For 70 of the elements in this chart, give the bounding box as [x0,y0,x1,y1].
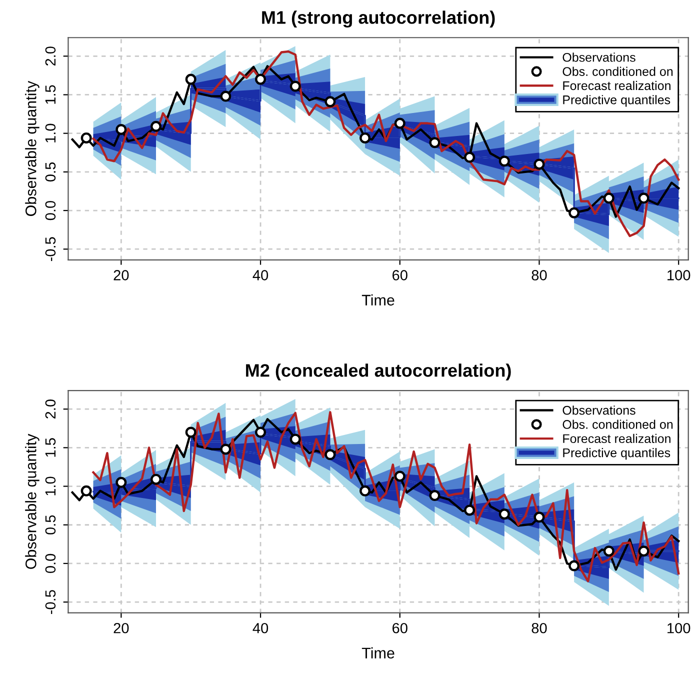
chart-title: M2 (concealed autocorrelation) [246,364,511,380]
legend-label: Predictive quantiles [563,448,670,460]
y-tick-label: 0.5 [45,162,56,182]
point [290,80,301,92]
point [464,504,476,516]
point [360,132,371,144]
point [255,74,266,85]
point [638,546,650,557]
y-axis-title: Observable quantity [25,434,40,569]
point [150,120,162,132]
point [80,485,92,496]
y-tick-label: 1.0 [45,476,56,496]
point [185,74,196,85]
x-tick-label: 100 [668,622,690,634]
y-tick-label: 1.0 [45,124,56,142]
point [150,474,162,485]
point [534,158,545,170]
point [498,156,510,167]
x-tick-label: 40 [252,270,268,280]
point [80,132,92,144]
legend-label: Obs. conditioned on [562,66,673,76]
legend-label: Forecast realization [563,80,670,90]
y-tick-label: 0.0 [45,200,56,220]
point [116,124,127,135]
y-tick-label: -0.5 [45,590,56,614]
point [429,137,440,148]
point [568,207,580,218]
point [220,444,232,455]
point [220,90,232,102]
point [603,546,614,557]
x-tick-label: 80 [532,270,547,280]
point [568,560,580,572]
point [116,476,127,488]
point [429,490,440,502]
chart-title: M1 (strong autocorrelation) [262,10,495,28]
y-tick-label: 1.5 [45,85,56,104]
y-tick-label: 2.0 [45,46,56,66]
legend-label: Obs. conditioned on [562,420,673,429]
y-tick-label: -0.5 [45,237,56,262]
x-tick-label: 80 [532,622,547,634]
point [638,192,650,204]
x-axis-title: Time [362,294,394,306]
point [360,485,371,496]
x-tick-label: 40 [252,622,268,634]
point [603,192,614,204]
point [324,96,336,108]
point [534,512,545,523]
legend-label: Observations [562,52,636,62]
x-tick-label: 60 [392,270,408,280]
point [498,508,510,520]
x-tick-label: 20 [114,622,129,634]
x-tick-label: 60 [392,622,408,634]
x-tick-label: 100 [668,270,690,280]
legend-label: Predictive quantiles [563,95,670,107]
x-tick-label: 20 [114,270,129,280]
x-axis-title: Time [362,647,394,659]
point [324,449,336,460]
y-tick-label: 0.5 [45,515,56,534]
y-tick-label: 1.5 [45,438,56,457]
point [290,434,301,445]
point [464,152,476,163]
y-tick-label: 2.0 [45,400,56,418]
y-tick-label: 0.0 [45,554,56,574]
point [255,426,266,438]
point [394,470,406,482]
legend-label: Forecast realization [563,434,670,444]
y-axis-title: Observable quantity [25,80,40,216]
point [185,426,196,438]
point [394,118,406,129]
legend-label: Observations [562,406,636,415]
